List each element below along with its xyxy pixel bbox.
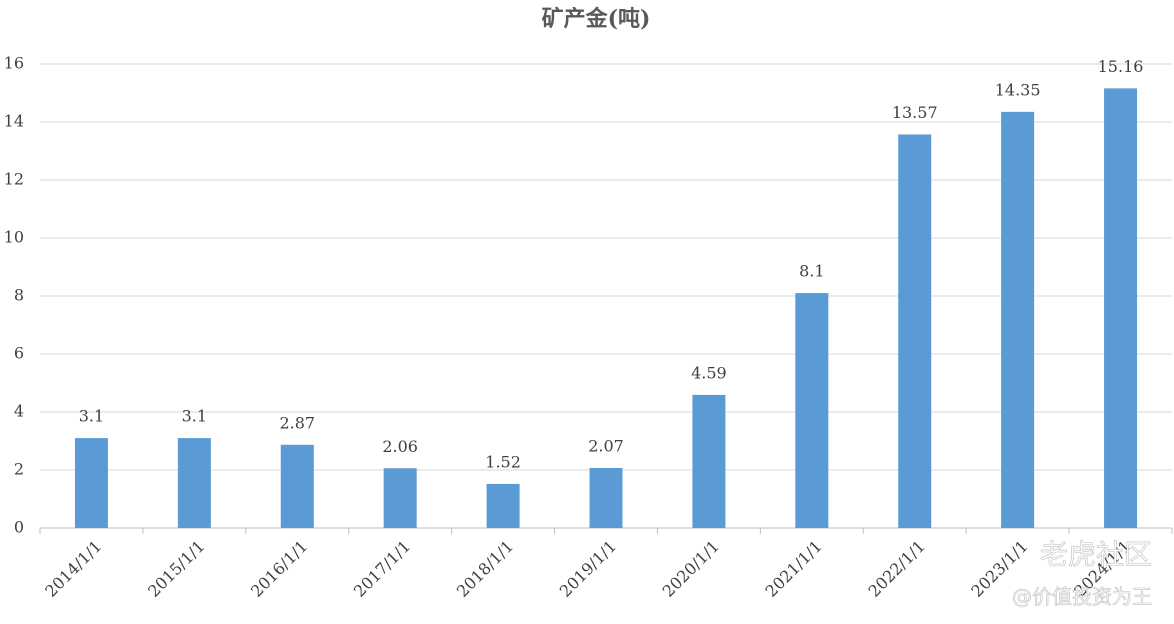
x-tick-label: 2022/1/1 bbox=[864, 537, 928, 601]
x-tick-label: 2020/1/1 bbox=[659, 537, 723, 601]
value-label: 3.1 bbox=[79, 407, 104, 426]
y-tick-label: 16 bbox=[4, 54, 24, 73]
y-tick-label: 2 bbox=[14, 460, 24, 479]
bar bbox=[898, 134, 932, 528]
x-tick-label: 2018/1/1 bbox=[453, 537, 517, 601]
bar bbox=[795, 293, 829, 528]
x-tick-label: 2021/1/1 bbox=[762, 537, 826, 601]
y-tick-label: 8 bbox=[14, 286, 24, 305]
x-tick-label: 2014/1/1 bbox=[41, 537, 105, 601]
value-label: 15.16 bbox=[1098, 57, 1144, 76]
value-label: 4.59 bbox=[691, 363, 727, 382]
x-tick-label: 2017/1/1 bbox=[350, 537, 414, 601]
value-label: 2.06 bbox=[382, 437, 418, 456]
y-tick-label: 12 bbox=[4, 170, 24, 189]
chart-title: 矿产金(吨) bbox=[542, 6, 651, 32]
value-label: 13.57 bbox=[892, 103, 938, 122]
value-label: 14.35 bbox=[995, 80, 1041, 99]
bar bbox=[486, 483, 520, 528]
x-tick-label: 2015/1/1 bbox=[144, 537, 208, 601]
bar bbox=[1104, 88, 1138, 529]
bar bbox=[1001, 111, 1035, 528]
bar bbox=[177, 438, 211, 528]
value-label: 2.07 bbox=[588, 436, 624, 455]
bar bbox=[280, 444, 314, 528]
value-label: 2.87 bbox=[279, 413, 315, 432]
value-label: 3.1 bbox=[182, 407, 207, 426]
bar bbox=[692, 394, 726, 528]
value-label: 8.1 bbox=[799, 262, 824, 281]
x-tick-label: 2019/1/1 bbox=[556, 537, 620, 601]
bar bbox=[383, 468, 417, 528]
bar bbox=[74, 438, 108, 528]
value-label: 1.52 bbox=[485, 452, 521, 471]
watermark: @价值投资为王 bbox=[1012, 585, 1152, 609]
y-tick-label: 6 bbox=[14, 344, 24, 363]
watermark: 老虎社区 bbox=[1040, 538, 1152, 571]
y-tick-label: 0 bbox=[14, 518, 24, 537]
bar bbox=[589, 467, 623, 528]
y-tick-label: 14 bbox=[4, 112, 24, 131]
x-tick-label: 2016/1/1 bbox=[247, 537, 311, 601]
y-tick-label: 4 bbox=[14, 402, 24, 421]
y-tick-label: 10 bbox=[4, 228, 24, 247]
